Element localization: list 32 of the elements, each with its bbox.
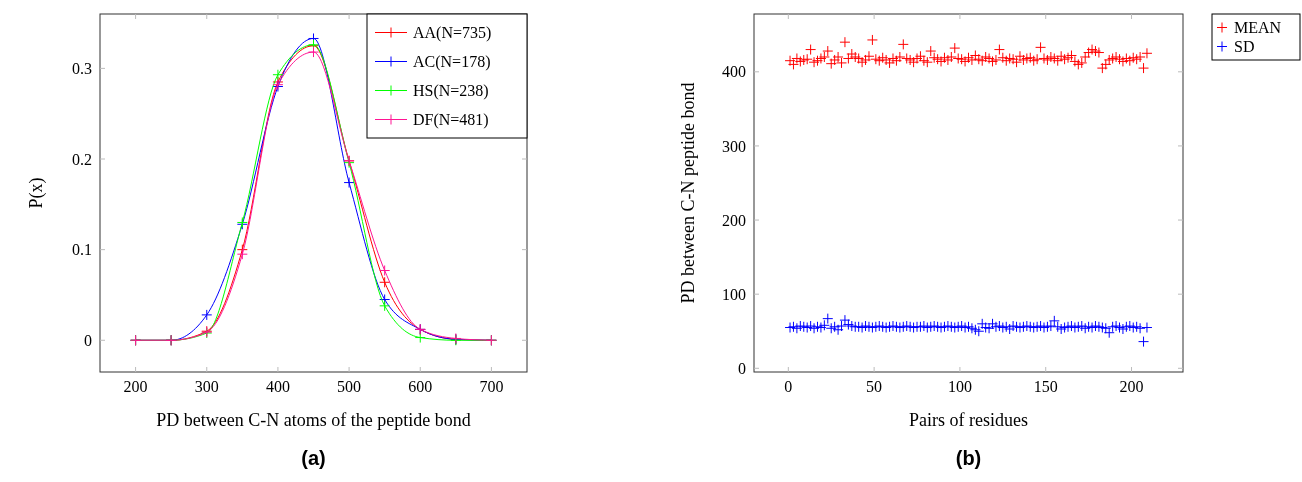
y-tick-label: 100 xyxy=(722,285,746,303)
legend-label: MEAN xyxy=(1234,19,1282,37)
x-axis-title: PD between C-N atoms of the peptide bond xyxy=(156,410,471,430)
y-tick-label: 300 xyxy=(722,137,746,155)
x-tick-label: 50 xyxy=(866,378,883,395)
x-tick-label: 500 xyxy=(337,378,362,395)
x-tick-label: 600 xyxy=(408,378,433,395)
legend-label: DF(N=481) xyxy=(413,111,489,130)
y-tick-label: 0 xyxy=(84,331,92,349)
x-axis-title: Pairs of residues xyxy=(909,410,1028,430)
y-tick-label: 0 xyxy=(738,359,746,377)
legend-label: HS(N=238) xyxy=(413,82,489,101)
x-tick-label: 200 xyxy=(1119,378,1144,395)
y-tick-label: 0.2 xyxy=(72,150,92,168)
x-tick-label: 0 xyxy=(784,378,793,395)
x-tick-label: 400 xyxy=(265,378,290,395)
x-tick-label: 100 xyxy=(947,378,972,395)
x-tick-label: 300 xyxy=(194,378,219,395)
y-tick-label: 400 xyxy=(722,63,746,81)
text: (a) xyxy=(301,447,326,469)
x-tick-label: 700 xyxy=(479,378,504,395)
y-axis-title: P(x) xyxy=(26,177,47,209)
y-tick-label: 0.1 xyxy=(72,241,92,259)
y-tick-label: 200 xyxy=(722,211,746,229)
legend-label: AC(N=178) xyxy=(413,53,491,72)
x-tick-label: 200 xyxy=(123,378,148,395)
text: (b) xyxy=(955,447,982,469)
legend-label: AA(N=735) xyxy=(413,24,492,43)
legend-label: SD xyxy=(1234,38,1255,56)
x-tick-label: 150 xyxy=(1033,378,1058,395)
y-axis-title: PD between C-N peptide bond xyxy=(678,82,698,304)
y-tick-label: 0.3 xyxy=(72,59,92,77)
